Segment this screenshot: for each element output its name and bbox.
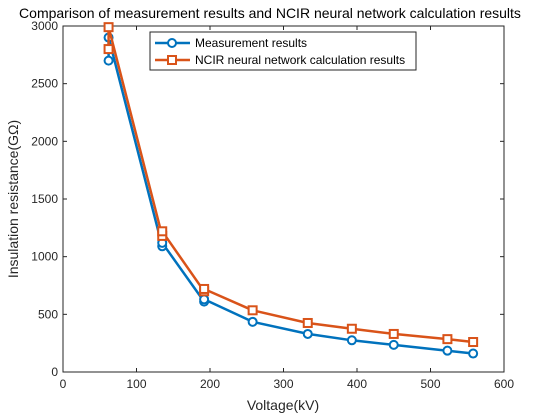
- legend-label-measurement: Measurement results: [195, 36, 307, 50]
- data-point: [103, 55, 114, 66]
- data-point: [302, 328, 313, 339]
- data-point: [388, 328, 399, 339]
- y-tick-label: 1500: [31, 192, 58, 206]
- data-point: [442, 345, 453, 356]
- x-tick-label: 0: [60, 377, 67, 391]
- plot-area: [62, 25, 505, 373]
- data-point: [199, 294, 210, 305]
- data-point: [103, 44, 114, 55]
- x-tick-label: 400: [347, 377, 367, 391]
- legend: Measurement results NCIR neural network …: [149, 31, 417, 71]
- data-point: [468, 337, 479, 348]
- data-point: [346, 323, 357, 334]
- y-tick-label: 2500: [31, 77, 58, 91]
- series-line-0: [107, 36, 474, 355]
- x-axis: 0 100 200 300 400 500 600: [60, 26, 514, 391]
- legend-marker-measurement: [167, 38, 177, 48]
- data-point: [302, 317, 313, 328]
- x-tick-label: 600: [494, 377, 514, 391]
- chart-title: Comparison of measurement results and NC…: [19, 5, 521, 21]
- x-tick-label: 500: [420, 377, 440, 391]
- x-tick-label: 300: [273, 377, 293, 391]
- series-line-1: [107, 25, 474, 344]
- data-point: [247, 316, 258, 327]
- y-tick-label: 1000: [31, 250, 58, 264]
- series-layer: [103, 22, 479, 359]
- data-point: [103, 22, 114, 33]
- data-point: [468, 348, 479, 359]
- x-axis-label: Voltage(kV): [247, 397, 319, 413]
- y-tick-label: 500: [38, 307, 58, 321]
- y-tick-label: 3000: [31, 19, 58, 33]
- legend-box: [149, 31, 417, 71]
- data-point: [247, 305, 258, 316]
- data-point: [442, 334, 453, 345]
- data-point: [388, 339, 399, 350]
- legend-marker-ncir: [167, 55, 177, 65]
- x-tick-label: 100: [126, 377, 146, 391]
- y-axis-label: Insulation resistance(GΩ): [5, 120, 21, 278]
- y-axis: 0 500 1000 1500 2000 2500 3000: [31, 19, 504, 379]
- x-tick-label: 200: [200, 377, 220, 391]
- y-tick-label: 2000: [31, 134, 58, 148]
- y-tick-label: 0: [51, 365, 58, 379]
- data-point: [199, 283, 210, 294]
- series-0: [103, 32, 479, 359]
- series-1: [103, 22, 479, 348]
- data-point: [157, 226, 168, 237]
- data-point: [346, 335, 357, 346]
- legend-label-ncir: NCIR neural network calculation results: [195, 53, 405, 67]
